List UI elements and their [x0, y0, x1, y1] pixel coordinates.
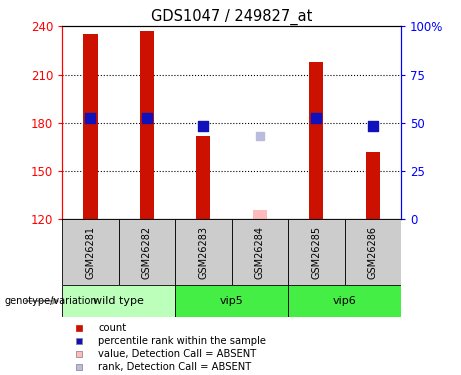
Bar	[175, 285, 288, 317]
Bar	[288, 285, 401, 317]
Bar	[288, 219, 344, 285]
Text: GSM26286: GSM26286	[368, 226, 378, 279]
Bar	[344, 219, 401, 285]
Text: vip6: vip6	[333, 296, 356, 306]
Text: vip5: vip5	[220, 296, 243, 306]
Bar	[366, 152, 380, 219]
Text: genotype/variation: genotype/variation	[5, 296, 97, 306]
Bar	[140, 31, 154, 219]
Bar	[62, 219, 118, 285]
Point	[76, 325, 83, 331]
Bar	[175, 219, 231, 285]
Bar	[83, 34, 98, 219]
Text: value, Detection Call = ABSENT: value, Detection Call = ABSENT	[98, 349, 257, 359]
Point	[256, 133, 264, 139]
Text: GSM26284: GSM26284	[255, 226, 265, 279]
Point	[76, 338, 83, 344]
Text: GSM26283: GSM26283	[198, 226, 208, 279]
Point	[76, 364, 83, 370]
Point	[313, 115, 320, 121]
Point	[369, 123, 377, 129]
Text: GSM26285: GSM26285	[311, 226, 321, 279]
Bar	[253, 210, 267, 219]
Bar	[118, 219, 175, 285]
Title: GDS1047 / 249827_at: GDS1047 / 249827_at	[151, 9, 313, 25]
Bar	[62, 285, 175, 317]
Point	[87, 115, 94, 121]
Bar	[196, 136, 211, 219]
Point	[200, 123, 207, 129]
Text: percentile rank within the sample: percentile rank within the sample	[98, 336, 266, 346]
Text: wild type: wild type	[93, 296, 144, 306]
Text: rank, Detection Call = ABSENT: rank, Detection Call = ABSENT	[98, 362, 252, 372]
Text: GSM26282: GSM26282	[142, 226, 152, 279]
Bar	[231, 219, 288, 285]
Text: count: count	[98, 323, 126, 333]
Point	[143, 115, 151, 121]
Bar	[309, 62, 324, 219]
Point	[76, 351, 83, 357]
Text: GSM26281: GSM26281	[85, 226, 95, 279]
